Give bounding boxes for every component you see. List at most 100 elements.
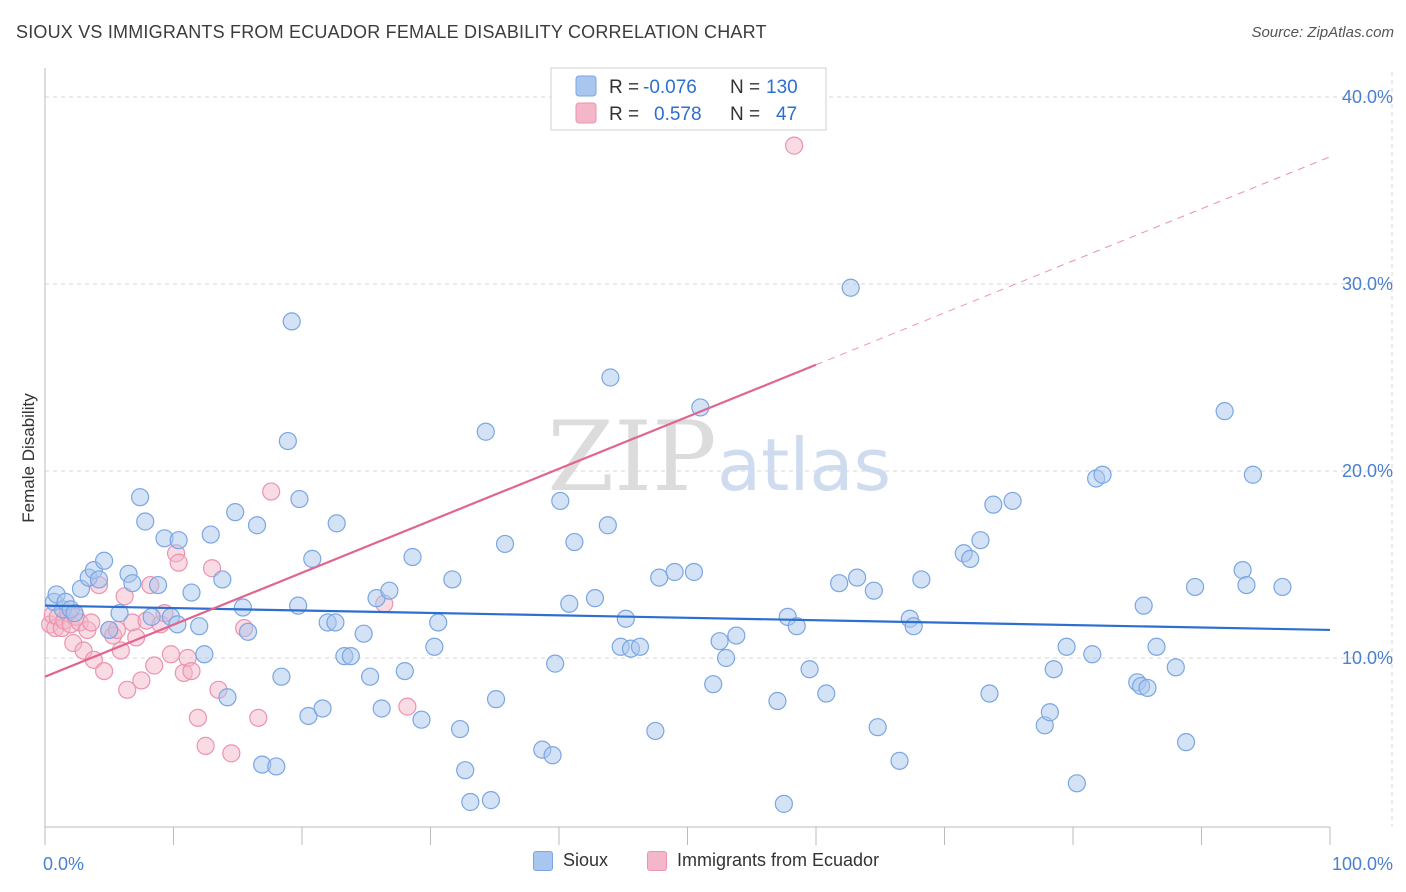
ecuador-point — [222, 744, 241, 763]
ecuador-point — [169, 553, 188, 572]
sioux-point — [904, 617, 923, 636]
sioux-point — [665, 562, 684, 582]
legend-frame — [550, 67, 827, 131]
sioux-point — [123, 574, 142, 593]
sioux-point — [646, 721, 665, 741]
sioux-point — [476, 422, 495, 441]
sioux-point — [299, 706, 318, 726]
sioux-point — [412, 710, 431, 729]
sioux-point — [787, 617, 806, 636]
sioux-point — [800, 660, 819, 679]
sioux-point — [716, 648, 736, 668]
legend-box: R = -0.076 N = 130 R = 0.578 N = 47 — [550, 67, 827, 131]
sioux-point — [560, 594, 579, 613]
sioux-swatch — [533, 850, 553, 871]
sioux-point — [218, 688, 237, 707]
sioux-point — [684, 562, 704, 582]
legend-n-value-1: 130 — [766, 77, 798, 98]
sioux-point — [395, 661, 414, 681]
sioux-point — [486, 690, 506, 709]
sioux-point — [327, 514, 346, 533]
y-axis-title: Female Disability — [19, 393, 38, 523]
sioux-point — [267, 757, 286, 776]
legend-n-label-2: N = — [730, 104, 760, 125]
sioux-point — [372, 699, 391, 718]
sioux-point — [1166, 658, 1185, 677]
bottom-legend-ecuador-label: Immigrants from Ecuador — [677, 850, 880, 870]
sioux-point — [551, 491, 570, 511]
sioux-point — [233, 598, 252, 617]
ecuador-point — [118, 680, 137, 699]
legend-swatch-sioux — [575, 75, 597, 97]
ecuador-point — [95, 661, 114, 681]
sioux-point — [1176, 733, 1196, 752]
sioux-point — [768, 691, 787, 711]
sioux-point — [303, 549, 322, 568]
sioux-point — [864, 581, 883, 600]
ecuador-point — [262, 482, 281, 501]
sioux-point — [817, 684, 836, 703]
sioux-point — [1243, 465, 1263, 484]
y-tick-label: 30.0% — [1342, 274, 1393, 294]
sioux-point — [890, 751, 909, 770]
sioux-point — [841, 278, 860, 297]
sioux-point — [598, 516, 617, 535]
ecuador-point — [132, 671, 151, 690]
sioux-point — [226, 503, 245, 522]
sioux-point — [710, 632, 729, 651]
axes — [44, 68, 1331, 845]
sioux-point — [195, 645, 214, 664]
x-tick-label-max: 100.0% — [1332, 854, 1393, 874]
legend-n-value-2: 47 — [776, 104, 797, 125]
sioux-point — [380, 581, 399, 600]
watermark: ZIP atlas — [547, 401, 891, 513]
sioux-point — [980, 684, 999, 703]
sioux-point — [429, 613, 448, 632]
chart-title: SIOUX VS IMMIGRANTS FROM ECUADOR FEMALE … — [16, 22, 767, 42]
trend-lines — [44, 156, 1331, 678]
sioux-point — [1044, 660, 1063, 679]
sioux-point — [546, 654, 565, 673]
sioux-point — [1083, 645, 1102, 664]
ecuador-point — [82, 613, 101, 632]
ecuador-point — [182, 661, 201, 681]
sioux-point — [290, 489, 309, 509]
sioux-point — [1040, 703, 1059, 722]
sioux-point — [313, 699, 332, 718]
legend-r-label-1: R = — [609, 77, 639, 98]
legend-swatch-ecuador — [575, 102, 597, 124]
sioux-point — [1003, 491, 1022, 511]
tick-labels: 10.0% 20.0% 30.0% 40.0% 0.0% 100.0% — [43, 87, 1393, 874]
sioux-point — [565, 532, 584, 552]
sioux-point — [450, 719, 470, 739]
sioux-point — [495, 534, 515, 554]
sioux-point — [912, 570, 931, 589]
sioux-point — [1185, 577, 1205, 597]
sioux-point — [616, 609, 635, 628]
sioux-point — [543, 746, 562, 765]
y-tick-label: 10.0% — [1342, 648, 1393, 668]
bottom-legend-ecuador: Immigrants from Ecuador — [647, 850, 879, 871]
sioux-point — [630, 637, 650, 656]
ecuador-point — [398, 697, 417, 716]
sioux-point — [213, 570, 232, 589]
sioux-point — [585, 589, 605, 608]
x-tick-label-min: 0.0% — [43, 854, 84, 874]
sioux-point — [130, 488, 150, 507]
sioux-point — [1273, 577, 1292, 597]
sioux-point — [848, 568, 867, 587]
sioux-point — [95, 551, 114, 570]
sioux-point — [278, 431, 297, 451]
ecuador-point — [161, 645, 181, 664]
sioux-point — [971, 531, 990, 550]
sioux-point — [1057, 637, 1076, 656]
sioux-point — [727, 626, 746, 645]
sioux-point — [984, 495, 1003, 514]
legend-n-label-1: N = — [730, 77, 760, 98]
sioux-point — [1147, 637, 1166, 656]
sioux-point — [601, 368, 620, 387]
sioux-point — [830, 574, 849, 593]
sioux-point — [65, 604, 84, 623]
sioux-point — [89, 570, 109, 589]
sioux-point — [443, 570, 462, 589]
